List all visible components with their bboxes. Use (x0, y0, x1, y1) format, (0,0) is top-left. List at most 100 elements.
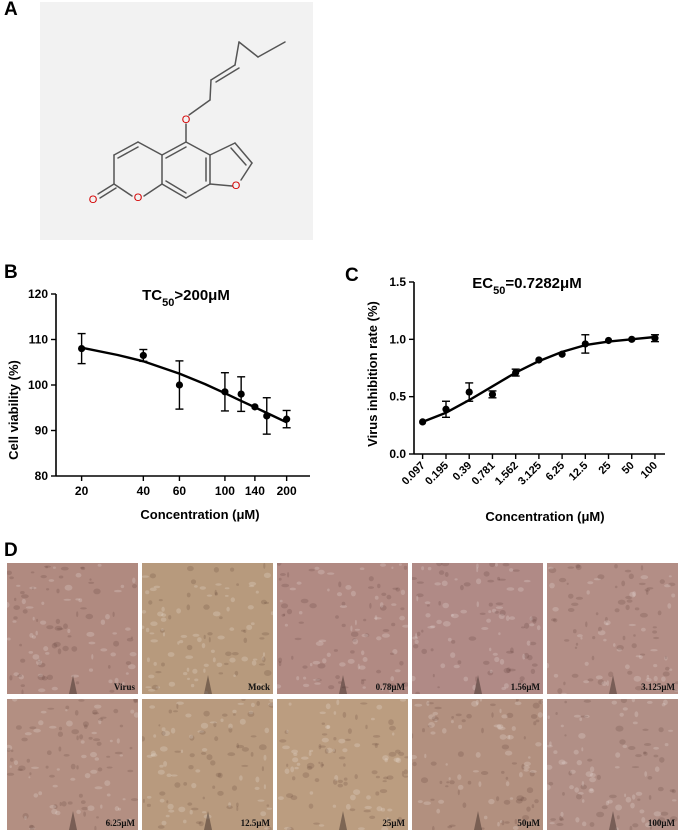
cell-speck (203, 710, 210, 717)
cell-speck (192, 633, 200, 637)
cell-speck (58, 575, 64, 579)
micrograph-tile: 50μM (412, 699, 543, 830)
cell-speck (566, 582, 569, 585)
bond (165, 180, 187, 194)
cell-speck (653, 811, 662, 817)
cell-speck (574, 787, 579, 793)
cell-speck (334, 775, 339, 781)
cell-speck (153, 585, 161, 589)
cell-speck (64, 584, 73, 591)
cell-speck (614, 564, 618, 569)
cell-speck (575, 564, 582, 571)
cell-speck (201, 643, 206, 649)
cell-speck (668, 729, 674, 732)
cell-speck (338, 681, 343, 684)
cell-speck (640, 653, 646, 656)
cell-speck (129, 652, 137, 657)
bond (113, 141, 139, 156)
cell-speck (637, 798, 641, 801)
bond (240, 162, 253, 181)
cell-speck (333, 779, 338, 785)
cell-speck (159, 746, 168, 752)
cell-speck (335, 675, 340, 680)
cell-speck (97, 767, 103, 772)
cell-speck (254, 683, 263, 686)
cell-speck (195, 769, 201, 773)
cell-speck (638, 582, 646, 586)
cell-speck (653, 675, 658, 682)
cell-speck (562, 792, 565, 796)
cell-speck (488, 610, 492, 614)
cell-speck (621, 580, 626, 587)
cell-speck (516, 795, 524, 801)
cell-speck (309, 749, 314, 752)
cell-speck (479, 612, 486, 615)
cell-speck (190, 579, 197, 585)
cell-speck (89, 578, 92, 581)
cell-speck (321, 737, 329, 743)
cell-speck (461, 719, 466, 723)
cell-speck (47, 707, 55, 710)
cell-speck (21, 594, 29, 599)
cell-speck (506, 650, 515, 654)
cell-speck (380, 807, 386, 812)
cell-speck (457, 660, 462, 665)
cell-speck (286, 793, 294, 798)
cell-speck (673, 689, 678, 692)
cell-speck (657, 610, 662, 616)
cell-speck (251, 660, 257, 666)
cell-speck (514, 701, 522, 706)
cell-speck (228, 727, 233, 733)
cell-speck (206, 754, 213, 761)
cell-speck (7, 601, 10, 608)
cell-speck (379, 602, 384, 608)
cell-speck (532, 619, 537, 624)
cell-speck (262, 656, 266, 663)
cell-speck (588, 788, 595, 794)
scratch-mark (204, 811, 212, 830)
cell-speck (262, 652, 266, 657)
cell-speck (388, 719, 394, 726)
cell-speck (564, 700, 567, 704)
cell-speck (241, 699, 246, 701)
cell-speck (403, 769, 408, 775)
cell-speck (37, 662, 46, 668)
micrograph-tile: 25μM (277, 699, 408, 830)
cell-speck (421, 629, 424, 633)
cell-speck (388, 683, 396, 688)
cell-speck (368, 576, 374, 582)
cell-speck (119, 754, 124, 757)
cell-speck (84, 773, 91, 779)
cell-speck (430, 731, 436, 735)
y-tick-label: 120 (28, 287, 48, 301)
cell-speck (501, 744, 510, 750)
cell-speck (241, 629, 245, 632)
cell-speck (632, 823, 639, 828)
cell-speck (607, 799, 613, 804)
cell-speck (109, 689, 115, 693)
cell-speck (661, 676, 666, 682)
cell-speck (632, 591, 637, 597)
cell-speck (534, 799, 539, 804)
cell-speck (509, 797, 514, 800)
cell-speck (168, 681, 176, 687)
cell-speck (639, 809, 645, 814)
y-tick-label: 80 (35, 469, 49, 483)
cell-speck (92, 712, 100, 715)
cell-speck (217, 635, 225, 640)
cell-speck (129, 746, 133, 750)
cell-speck (279, 573, 286, 576)
cell-speck (510, 647, 514, 653)
cell-speck (530, 668, 536, 674)
cell-speck (412, 636, 419, 640)
cell-speck (535, 719, 540, 723)
cell-speck (40, 710, 47, 714)
cell-speck (412, 675, 416, 682)
cell-speck (264, 727, 270, 734)
cell-speck (158, 599, 163, 602)
cell-speck (104, 780, 111, 786)
cell-speck (635, 791, 643, 796)
cell-texture (412, 699, 543, 830)
cell-speck (395, 749, 401, 754)
cell-speck (398, 751, 405, 756)
